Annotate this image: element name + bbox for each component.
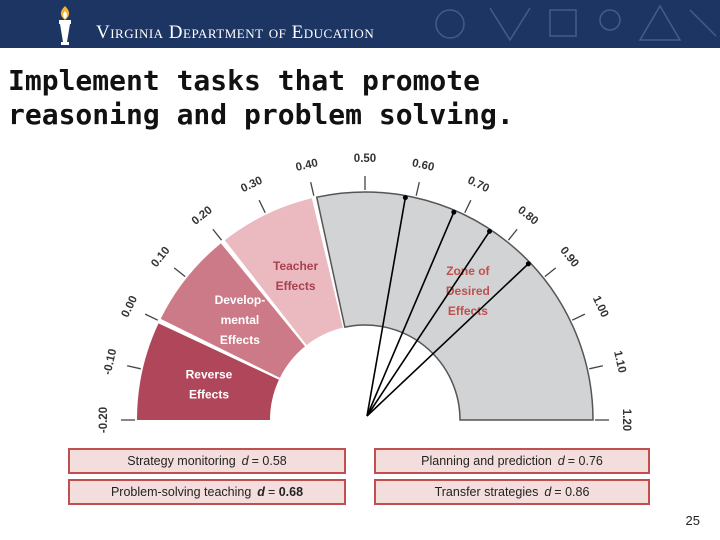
page-title: Implement tasks that promote reasoning a… bbox=[8, 64, 514, 131]
gauge-tick-label: 0.40 bbox=[295, 157, 319, 174]
gauge-zone-label: Desired bbox=[446, 284, 490, 298]
gauge-tick bbox=[544, 267, 557, 278]
effect-value: 0.68 bbox=[278, 485, 304, 499]
gauge-tick-label: 1.10 bbox=[611, 350, 628, 374]
gauge-tick-label: 0.50 bbox=[354, 153, 376, 165]
gauge-tick-label: 0.70 bbox=[466, 175, 491, 196]
gauge-zone-label: Effects bbox=[189, 387, 229, 401]
page-number: 25 bbox=[685, 513, 700, 528]
effect-size-gauge: Reverse Effects Develop-mental Effects Teach… bbox=[98, 153, 632, 433]
gauge-needle-tip bbox=[487, 228, 493, 234]
gauge-needle-tip bbox=[525, 261, 531, 267]
gauge-tick-label: 1.00 bbox=[590, 294, 611, 319]
gauge-zone-label: mental bbox=[221, 313, 260, 327]
gauge-needle bbox=[366, 211, 455, 417]
gauge-tick-label: 0.30 bbox=[239, 175, 264, 196]
gauge-tick-label: 0.60 bbox=[411, 157, 435, 174]
gauge-zone-label: Teacher bbox=[273, 259, 318, 273]
gauge-tick-label: 0.80 bbox=[515, 204, 540, 227]
gauge-zone-label: Reverse bbox=[186, 367, 233, 381]
header-banner: Virginia Department of Education bbox=[0, 0, 720, 48]
effect-d-symbol: d bbox=[544, 485, 552, 499]
gauge-tick-label: 0.10 bbox=[149, 245, 172, 270]
effect-item: Transfer strategies d = 0.86 bbox=[374, 479, 650, 505]
gauge-zone bbox=[224, 198, 343, 346]
effect-value: 0.76 bbox=[578, 454, 603, 468]
gauge-tick-label: 0.00 bbox=[120, 294, 141, 319]
gauge-tick bbox=[507, 228, 518, 241]
gauge-tick-label: 0.90 bbox=[557, 245, 580, 270]
effect-label: Strategy monitoring bbox=[127, 454, 236, 468]
gauge-tick bbox=[589, 365, 604, 370]
gauge-tick bbox=[258, 199, 266, 214]
gauge-needle-tip bbox=[402, 195, 408, 201]
gauge-tick bbox=[144, 313, 159, 321]
gauge-tick bbox=[212, 228, 223, 241]
gauge-zone bbox=[160, 243, 305, 378]
gauge-needle-tip bbox=[451, 209, 457, 215]
banner-decoration bbox=[435, 4, 717, 42]
effect-equals: = bbox=[567, 454, 579, 468]
gauge-tick-label: -0.20 bbox=[98, 407, 110, 433]
gauge-zone-label: Effects bbox=[448, 304, 488, 318]
gauge-zone-label: Zone of bbox=[446, 264, 490, 278]
org-title: Virginia Department of Education bbox=[96, 22, 375, 43]
effect-d-symbol: d bbox=[557, 454, 565, 468]
effect-item: Problem-solving teaching d = 0.68 bbox=[68, 479, 346, 505]
effect-label: Planning and prediction bbox=[421, 454, 552, 468]
gauge-needle bbox=[366, 230, 491, 417]
effect-item: Planning and prediction d = 0.76 bbox=[374, 448, 650, 474]
gauge-tick bbox=[571, 313, 586, 321]
effect-value: 0.86 bbox=[565, 485, 590, 499]
gauge-needle bbox=[366, 197, 407, 417]
gauge-zone bbox=[315, 191, 594, 421]
gauge-tick bbox=[464, 199, 472, 214]
gauge-zone bbox=[137, 323, 279, 420]
gauge-zone-label: Develop- bbox=[215, 293, 266, 307]
gauge-zone-label: Effects bbox=[220, 333, 260, 347]
effect-label: Problem-solving teaching bbox=[110, 485, 252, 499]
gauge-tick bbox=[126, 365, 141, 370]
effect-item: Strategy monitoring d = 0.58 bbox=[68, 448, 346, 474]
gauge-tick-label: -0.10 bbox=[102, 348, 120, 376]
gauge-tick bbox=[415, 181, 420, 196]
effect-value: 0.58 bbox=[262, 454, 287, 468]
gauge-needle bbox=[366, 263, 529, 417]
gauge-zone-label: Effects bbox=[276, 279, 316, 293]
effect-d-symbol: d bbox=[241, 454, 249, 468]
effect-equals: = bbox=[267, 485, 279, 499]
effect-equals: = bbox=[251, 454, 263, 468]
gauge-tick bbox=[310, 181, 315, 196]
gauge-tick-label: 0.20 bbox=[190, 204, 215, 227]
gauge-tick bbox=[173, 267, 186, 278]
torch-icon bbox=[59, 6, 71, 45]
effect-equals: = bbox=[554, 485, 566, 499]
effect-d-symbol: d bbox=[257, 485, 265, 499]
gauge-tick-label: 1.20 bbox=[620, 409, 632, 431]
effect-label: Transfer strategies bbox=[434, 485, 539, 499]
